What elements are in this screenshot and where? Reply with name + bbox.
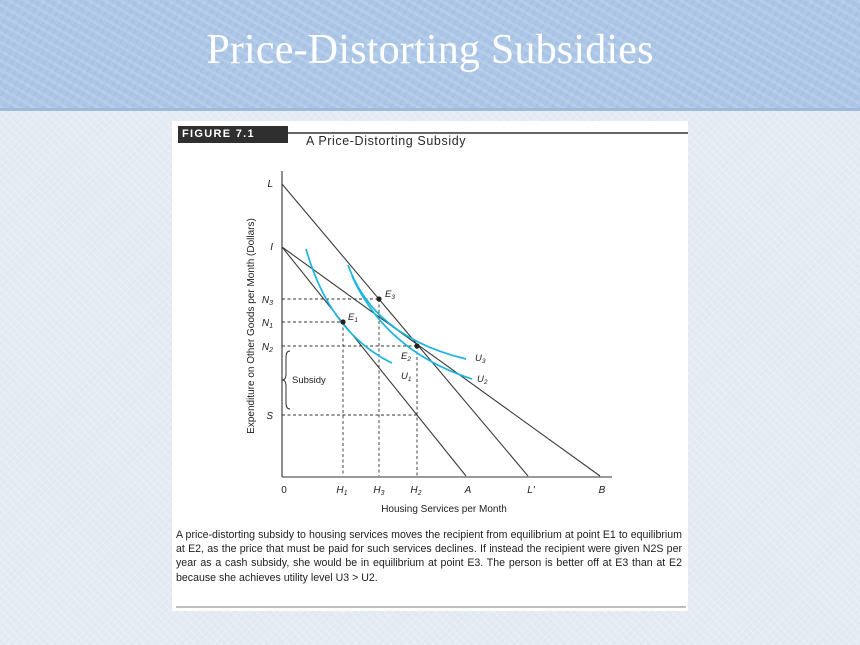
y-tick-L: L [267,179,273,190]
y-tick-labels: L I N3 N1 N2 S [262,179,273,422]
title-banner: Price-Distorting Subsidies [0,0,860,111]
label-E3: E3 [385,289,395,301]
budget-line-IB [281,246,601,477]
x-tick-labels: 0 H1 H3 H2 A L' B [281,485,605,497]
x-tick-H1: H1 [336,485,347,497]
caption-text: A price-distorting subsidy to housing se… [176,529,682,584]
curve-U1 [305,248,393,364]
curve-labels: U3 U2 U1 [401,353,488,386]
label-E1: E1 [348,312,358,324]
diagram-canvas: Subsidy L I N3 N1 N2 S 0 H1 H3 H2 A L' B… [176,132,688,608]
x-tick-H3: H3 [373,485,384,497]
subsidy-bracket [281,350,291,410]
indifference-curves [305,248,473,380]
figure-label: FIGURE 7.1 [182,128,255,140]
x-tick-Lprime: L' [527,485,536,496]
slide-title: Price-Distorting Subsidies [206,27,654,73]
curve-U2 [351,275,473,380]
x-tick-H2: H2 [410,485,421,497]
budget-line-LL [281,183,529,477]
y-tick-N1: N1 [262,318,273,330]
label-U1: U1 [401,371,412,383]
x-tick-B: B [599,485,606,496]
y-axis-title: Expenditure on Other Goods per Month (Do… [246,218,257,434]
x-axis-title: Housing Services per Month [381,504,507,515]
y-tick-N2: N2 [262,342,273,354]
figure-panel: Subsidy L I N3 N1 N2 S 0 H1 H3 H2 A L' B… [172,121,688,611]
figure-title: A Price-Distorting Subsidy [306,134,467,148]
figure-caption: A price-distorting subsidy to housing se… [176,528,682,585]
dashed-guides [282,298,418,476]
figure-label-box [178,126,288,143]
point-E2 [414,343,420,349]
point-E1 [340,319,346,325]
budget-line-IA [281,246,467,477]
point-E3 [376,296,382,302]
y-tick-I: I [270,242,273,253]
y-tick-N3: N3 [262,295,273,307]
point-labels: E3 E1 E2 [348,289,411,363]
label-U3: U3 [475,353,486,365]
x-tick-A: A [464,485,472,496]
y-tick-S: S [266,411,273,422]
subsidy-label: Subsidy [292,375,326,386]
label-E2: E2 [401,351,411,363]
x-tick-0: 0 [281,485,287,496]
label-U2: U2 [477,374,488,386]
